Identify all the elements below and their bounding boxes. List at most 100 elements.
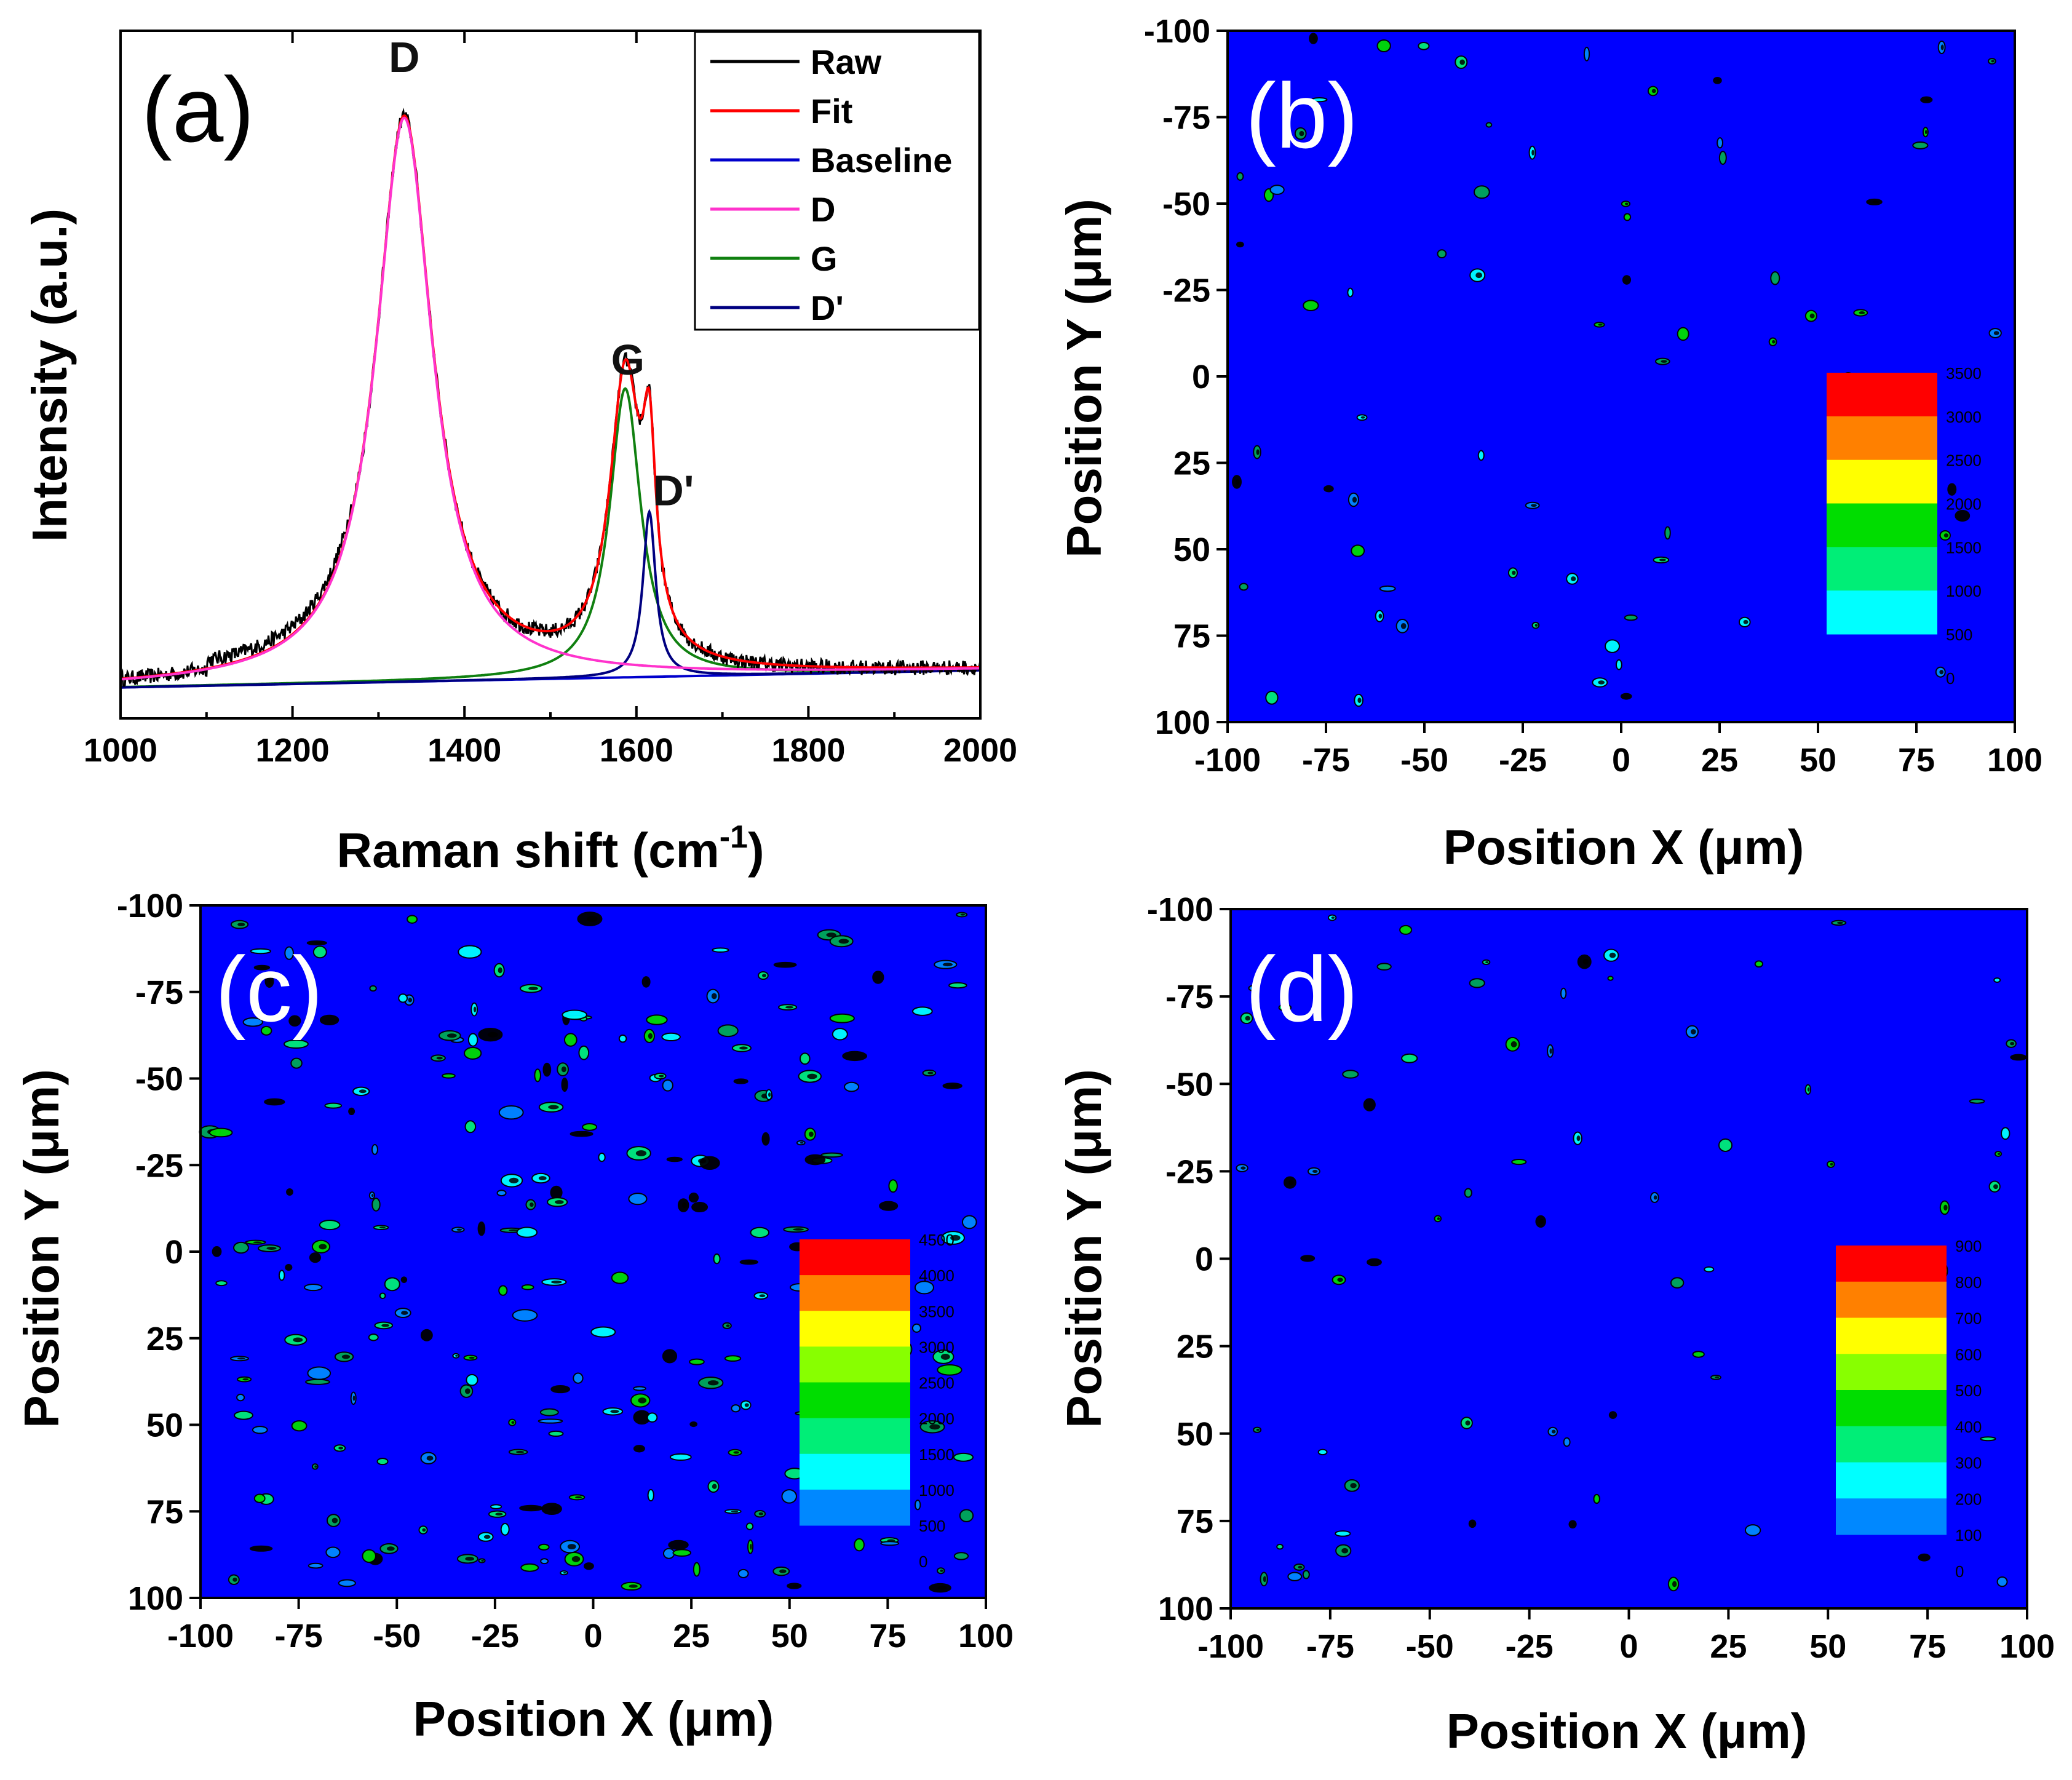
map-spot-core xyxy=(253,1241,262,1244)
map-spot-core xyxy=(682,1202,687,1209)
map-spot-core xyxy=(381,1324,390,1327)
map-spot xyxy=(1620,693,1632,700)
colorbar-swatch xyxy=(1827,547,1937,591)
colorbar-swatch xyxy=(1827,373,1937,417)
panel-c-letter: (c) xyxy=(215,937,323,1041)
map-spot-core xyxy=(744,1403,749,1407)
map-spot-core xyxy=(1471,1522,1475,1525)
map-spot-core xyxy=(638,1397,647,1404)
map-spot-core xyxy=(1531,149,1534,156)
map-spot xyxy=(1563,1437,1571,1447)
map-spot xyxy=(520,1563,539,1572)
x-tick-label: 2000 xyxy=(943,732,1017,769)
map-spot-core xyxy=(940,1569,943,1572)
map-spot xyxy=(1469,978,1485,988)
map-spot xyxy=(1583,46,1590,62)
colorbar-swatch xyxy=(1836,1390,1947,1427)
map-spot xyxy=(618,1034,627,1043)
map-spot-core xyxy=(555,1200,564,1204)
map-spot-core xyxy=(645,979,649,985)
colorbar-swatch xyxy=(1836,1354,1947,1391)
map-spot xyxy=(1379,585,1396,592)
map-spot xyxy=(584,1562,594,1570)
map-spot-core xyxy=(567,1544,576,1550)
map-spot xyxy=(888,1179,898,1193)
legend-label: D' xyxy=(811,288,844,327)
map-spot-core xyxy=(341,1354,351,1359)
map-spot xyxy=(1239,582,1248,591)
map-spot-core xyxy=(1510,1041,1517,1047)
map-spot xyxy=(500,1523,510,1536)
map-spot xyxy=(737,1568,749,1578)
map-spot-core xyxy=(1714,1376,1720,1378)
map-spot-core xyxy=(838,939,849,944)
panel-a-letter: (a) xyxy=(141,58,254,161)
panel-c-x-axis-title: Position X (μm) xyxy=(413,1691,774,1746)
map-spot-core xyxy=(464,1388,470,1394)
map-spot-core xyxy=(638,1447,643,1450)
map-spot-core xyxy=(379,1226,386,1229)
map-spot-core xyxy=(548,1105,559,1110)
map-spot xyxy=(590,1326,616,1338)
colorbar-swatch xyxy=(800,1382,910,1419)
map-spot-core xyxy=(1830,1162,1833,1166)
map-spot xyxy=(290,1057,303,1069)
colorbar-label: 4000 xyxy=(919,1266,955,1285)
map-spot-core xyxy=(481,1560,484,1562)
colorbar-label: 1000 xyxy=(1946,582,1982,600)
map-spot-core xyxy=(528,1507,539,1509)
map-spot xyxy=(1754,960,1764,968)
panel-d-x-axis-title: Position X (μm) xyxy=(1447,1704,1808,1758)
x-tick-label: 50 xyxy=(1800,742,1836,779)
map-spot-core xyxy=(1360,416,1365,419)
map-spot xyxy=(284,1039,309,1049)
map-spot-core xyxy=(610,1410,619,1413)
colorbar-label: 400 xyxy=(1955,1418,1982,1436)
map-spot xyxy=(521,1284,534,1290)
map-spot xyxy=(338,1579,356,1587)
map-spot-core xyxy=(940,1354,950,1360)
map-spot-core xyxy=(1534,624,1538,627)
map-spot-core xyxy=(319,1244,327,1250)
map-spot-core xyxy=(293,1337,303,1343)
map-spot xyxy=(598,1152,606,1162)
map-spot-core xyxy=(1809,313,1815,319)
map-spot xyxy=(1363,1098,1376,1111)
x-tick-label: -100 xyxy=(1197,1628,1264,1665)
map-spot-core xyxy=(929,1424,940,1430)
map-spot-core xyxy=(950,1234,961,1241)
map-spot-core xyxy=(927,1071,934,1075)
map-spot xyxy=(1670,1277,1685,1289)
map-spot-core xyxy=(1299,130,1304,137)
map-spot-core xyxy=(1571,1522,1575,1526)
map-spot-core xyxy=(426,1455,434,1461)
map-spot xyxy=(854,1538,865,1552)
map-spot-core xyxy=(1239,243,1242,246)
map-spot-core xyxy=(1551,1429,1556,1434)
map-spot xyxy=(713,1253,721,1265)
map-spot xyxy=(880,1541,900,1546)
y-tick-label: -25 xyxy=(1162,272,1210,309)
map-spot-core xyxy=(707,1380,719,1386)
map-spot xyxy=(498,1285,508,1296)
map-spot xyxy=(285,1263,293,1271)
x-tick-label: 75 xyxy=(1898,742,1935,779)
map-spot xyxy=(1718,151,1727,165)
y-tick-label: -75 xyxy=(1162,100,1210,137)
map-spot xyxy=(286,1188,293,1196)
map-spot xyxy=(550,1185,563,1200)
map-spot xyxy=(407,915,418,924)
panel-a-y-axis-title: Intensity (a.u.) xyxy=(22,209,77,542)
map-spot xyxy=(761,1132,770,1146)
map-spot-core xyxy=(648,1033,653,1039)
map-spot-core xyxy=(1245,1015,1251,1021)
map-spot-core xyxy=(1357,697,1362,703)
map-spot-core xyxy=(549,1506,558,1512)
map-spot-core xyxy=(1925,98,1931,101)
map-spot-core xyxy=(1939,670,1944,675)
legend-label: Baseline xyxy=(811,141,952,180)
map-spot-core xyxy=(456,1228,462,1231)
map-spot xyxy=(369,985,377,992)
map-spot-core xyxy=(1288,1180,1294,1185)
y-tick-label: -100 xyxy=(117,888,183,924)
